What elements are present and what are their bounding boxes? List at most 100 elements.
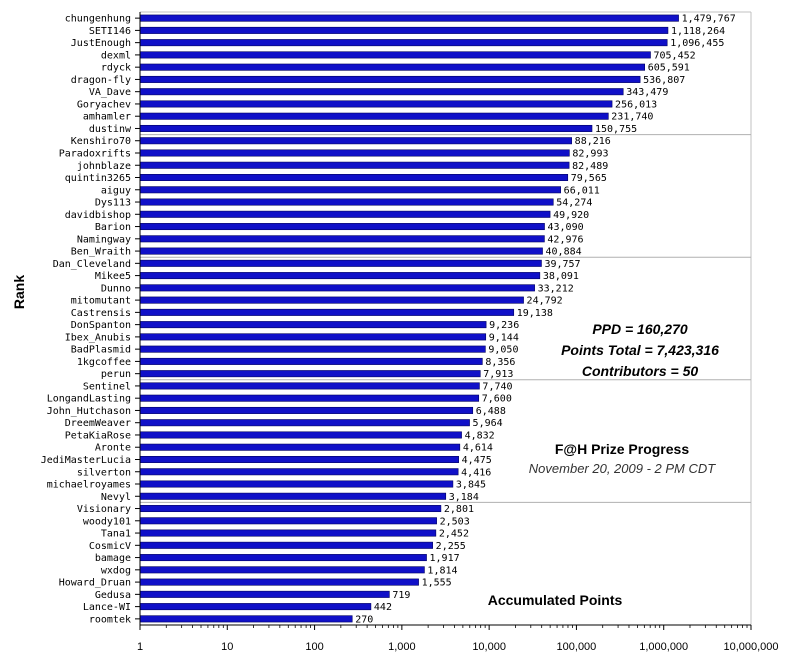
value-label: 82,489 — [572, 161, 608, 172]
bar — [139, 382, 480, 390]
category-label: perun — [101, 369, 131, 380]
bar — [139, 308, 515, 316]
bar — [139, 345, 486, 353]
bar — [139, 480, 454, 488]
y-axis-label: Rank — [11, 275, 27, 309]
x-tick-label: 1,000 — [388, 641, 416, 653]
value-label: 3,845 — [456, 480, 486, 491]
category-label: davidbishop — [65, 210, 131, 221]
category-label: mitomutant — [71, 296, 131, 307]
value-label: 7,913 — [483, 369, 513, 380]
category-label: Nevyl — [101, 492, 131, 503]
value-label: 19,138 — [517, 308, 553, 319]
value-label: 88,216 — [575, 136, 611, 147]
value-label: 1,479,767 — [682, 14, 736, 25]
bar — [139, 492, 447, 500]
value-label: 1,555 — [422, 578, 452, 589]
value-label: 38,091 — [543, 271, 579, 282]
value-label: 442 — [374, 602, 392, 613]
bar — [139, 247, 543, 255]
category-label: Lance-WI — [83, 602, 131, 613]
value-label: 2,255 — [436, 541, 466, 552]
x-tick-label: 10 — [221, 641, 233, 653]
bar — [139, 554, 427, 562]
bar — [139, 259, 542, 267]
category-label: Ibex_Anubis — [65, 332, 131, 343]
bar — [139, 357, 483, 365]
value-label: 1,917 — [430, 553, 460, 564]
value-label: 1,118,264 — [671, 26, 725, 37]
category-label: Visionary — [77, 504, 131, 515]
category-label: Mikee5 — [95, 271, 131, 282]
category-label: Gedusa — [95, 590, 131, 601]
bar — [139, 566, 425, 574]
value-label: 7,740 — [482, 381, 512, 392]
bar — [139, 149, 570, 157]
bar — [139, 443, 461, 451]
bar — [139, 419, 470, 427]
category-label: bamage — [95, 553, 131, 564]
category-label: michaelroyames — [47, 480, 131, 491]
x-tick-label: 100 — [305, 641, 323, 653]
value-label: 2,452 — [439, 529, 469, 540]
value-label: 705,452 — [653, 50, 695, 61]
category-label: dragon-fly — [71, 75, 131, 86]
value-label: 9,050 — [488, 345, 518, 356]
bar — [139, 137, 572, 145]
bar — [139, 284, 535, 292]
value-label: 66,011 — [564, 185, 600, 196]
bar — [139, 210, 551, 218]
value-label: 231,740 — [611, 112, 653, 123]
category-label: rdyck — [101, 63, 131, 74]
bar — [139, 541, 433, 549]
category-label: Goryachev — [77, 99, 131, 110]
ppd-text: PPD = 160,270 — [592, 321, 688, 337]
bar — [139, 39, 668, 47]
bar — [139, 406, 474, 414]
category-label: DonSpanton — [71, 320, 131, 331]
category-label: silverton — [77, 467, 131, 478]
value-label: 4,832 — [465, 430, 495, 441]
category-label: amhamler — [83, 112, 131, 123]
category-label: Paradoxrifts — [59, 148, 131, 159]
category-label: aiguy — [101, 185, 131, 196]
value-label: 24,792 — [527, 296, 563, 307]
value-label: 536,807 — [643, 75, 685, 86]
category-label: chungenhung — [65, 14, 131, 25]
x-tick-label: 1 — [137, 641, 143, 653]
value-label: 8,356 — [485, 357, 515, 368]
x-tick-label: 10,000,000 — [723, 641, 778, 653]
category-label: VA_Dave — [89, 87, 131, 98]
x-tick-label: 10,000 — [472, 641, 506, 653]
category-label: Sentinel — [83, 381, 131, 392]
value-label: 4,614 — [463, 443, 493, 454]
category-label: Barion — [95, 222, 131, 233]
value-label: 2,801 — [444, 504, 474, 515]
category-label: Ben_Wraith — [71, 247, 131, 258]
category-label: woody101 — [83, 516, 131, 527]
bar — [139, 63, 646, 71]
value-label: 42,976 — [547, 234, 583, 245]
contributors-text: Contributors = 50 — [582, 363, 699, 379]
value-label: 9,144 — [489, 332, 519, 343]
bar — [139, 186, 561, 194]
category-label: BadPlasmid — [71, 345, 131, 356]
bar — [139, 615, 353, 623]
bar — [139, 51, 651, 59]
category-label: JustEnough — [71, 38, 131, 49]
x-tick-label: 1,000,000 — [639, 641, 688, 653]
value-label: 4,475 — [462, 455, 492, 466]
x-axis-label: Accumulated Points — [488, 592, 623, 608]
category-label: johnblaze — [77, 161, 131, 172]
category-label: Tana1 — [101, 529, 131, 540]
bar — [139, 455, 459, 463]
x-tick-label: 100,000 — [557, 641, 597, 653]
category-label: Kenshiro70 — [71, 136, 131, 147]
category-label: wxdog — [101, 565, 131, 576]
value-label: 1,814 — [427, 565, 457, 576]
value-label: 1,096,455 — [670, 38, 724, 49]
category-label: LongandLasting — [47, 394, 131, 405]
